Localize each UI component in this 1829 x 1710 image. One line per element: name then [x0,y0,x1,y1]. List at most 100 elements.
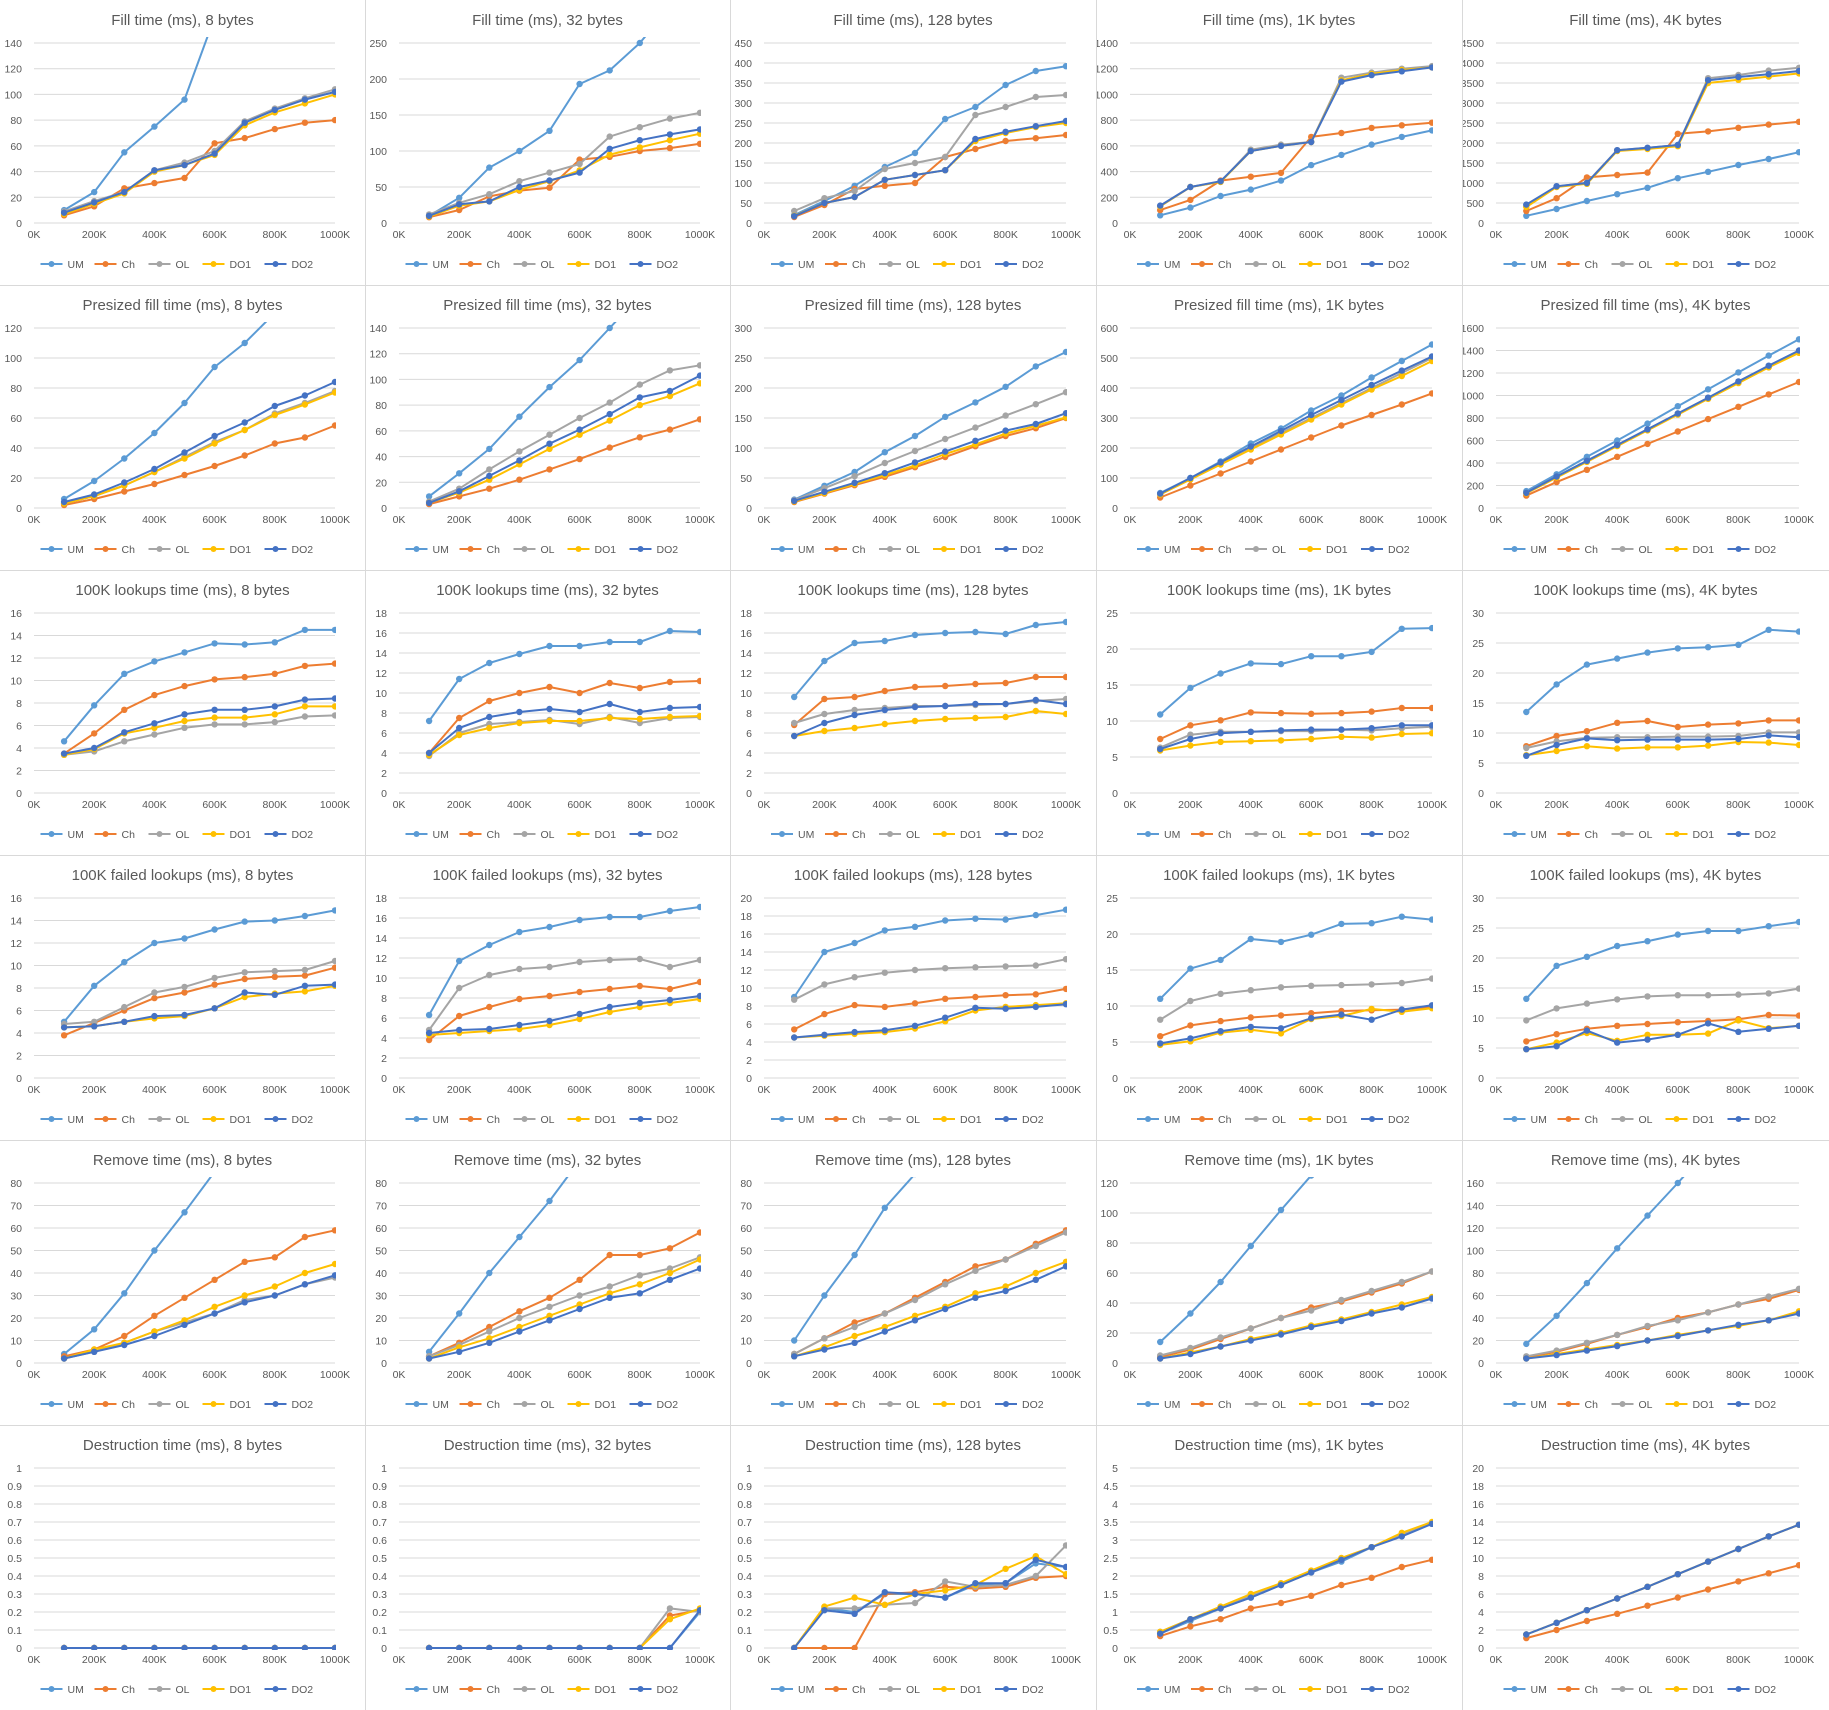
data-point-ol [851,1605,858,1612]
legend-marker [887,1401,893,1407]
data-point-um [1157,711,1164,718]
legend-item-do2: DO2 [995,1684,1044,1696]
legend-item-ol: OL [1245,1114,1286,1126]
data-point-do2 [301,1281,309,1288]
series-line-um [793,908,1067,998]
legend-label: OL [541,1114,555,1126]
data-point-um [606,638,613,646]
y-tick-label: 0.9 [737,1481,752,1493]
legend-item-ch: Ch [94,1399,135,1411]
data-point-do2 [1735,1028,1742,1035]
data-point-do2 [331,1644,336,1650]
legend-marker [1003,831,1009,837]
data-point-ch [972,993,979,1001]
data-point-do1 [666,713,674,721]
x-tick-label: 800K [993,1084,1018,1096]
y-tick-label: 0.7 [737,1517,752,1529]
data-point-um [881,449,888,456]
y-tick-label: 400 [1466,458,1484,470]
data-point-ch [1032,991,1039,998]
x-tick-label: 800K [628,1369,653,1381]
y-tick-label: 25 [1472,638,1484,650]
data-point-ol [911,1599,919,1607]
data-point-do2 [1308,411,1315,419]
data-point-do2 [666,996,674,1004]
x-tick-label: 0K [393,1369,406,1381]
series-line-ch [793,987,1067,1031]
data-point-do2 [1553,183,1560,190]
x-tick-label: 200K [82,1369,107,1381]
data-point-ch [1428,1556,1433,1563]
data-point-ch [1614,171,1621,179]
legend-item-um: UM [40,1399,84,1411]
data-point-ol [666,1605,674,1612]
legend-marker [156,1116,163,1122]
data-point-do2 [1583,1027,1591,1034]
x-tick-label: 0K [393,1654,406,1666]
series-line-do1 [794,1002,1067,1039]
data-point-do2 [1735,1321,1742,1328]
data-point-do2 [241,119,248,126]
data-point-ol [546,963,553,971]
y-tick-label: 0.3 [372,1589,387,1601]
legend-item-ol: OL [1245,544,1286,556]
data-point-do1 [181,455,188,462]
y-tick-label: 0.6 [372,1535,387,1547]
data-point-ch [1795,378,1800,386]
data-point-do2 [576,1010,583,1018]
y-tick-label: 0 [16,1358,22,1370]
data-point-do1 [881,1601,888,1608]
line-chart: Destruction time (ms), 32 bytes00.10.20.… [372,1437,715,1696]
legend-item-um: UM [771,829,814,841]
data-point-do2 [1217,1028,1224,1035]
legend-item-do2: DO2 [629,1114,678,1126]
y-tick-label: 18 [1472,1481,1484,1493]
legend-item-do1: DO1 [1665,1684,1714,1696]
legend-marker [1199,831,1205,837]
data-point-ch [1674,723,1681,731]
legend-item-ch: Ch [1557,544,1598,556]
data-point-do1 [241,714,248,721]
series-line-ol [1526,1287,1800,1358]
legend-label: DO1 [960,544,982,556]
legend-marker [1145,261,1151,267]
data-point-do2 [1217,730,1224,737]
y-tick-label: 20 [1472,1336,1484,1348]
legend-item-um: UM [1503,1114,1547,1126]
y-tick-label: 80 [10,383,22,395]
y-tick-label: 2000 [1462,138,1484,150]
y-tick-label: 4 [1478,1607,1484,1619]
legend-marker [833,1401,839,1407]
data-point-um [821,948,828,956]
data-point-um [1553,962,1560,969]
x-tick-label: 600K [1299,799,1324,811]
legend-label: DO1 [230,829,252,841]
data-point-um [696,903,701,911]
data-point-do2 [151,167,158,174]
data-point-do2 [576,169,583,176]
x-tick-label: 1000K [1784,229,1814,241]
y-tick-label: 80 [740,1178,752,1190]
data-point-ch [1765,1570,1772,1577]
data-point-ol [1032,401,1039,408]
line-chart: Fill time (ms), 4K bytes0500100015002000… [1462,12,1814,271]
x-tick-label: 200K [1544,514,1569,526]
data-point-do1 [851,1332,858,1340]
data-point-do2 [121,729,128,736]
data-point-um [576,80,583,88]
x-tick-label: 1000K [320,229,350,241]
data-point-um [181,399,188,407]
data-point-do1 [1032,1269,1039,1277]
x-tick-label: 1000K [1051,1654,1081,1666]
data-point-do2 [1398,367,1405,374]
legend-item-um: UM [40,544,84,556]
series-line-do1 [1525,351,1800,495]
data-point-ch [1674,1594,1681,1601]
legend-label: DO1 [960,1114,982,1126]
legend-label: OL [1639,1114,1653,1126]
legend-item-ol: OL [513,829,555,841]
legend-item-do1: DO1 [202,1399,251,1411]
data-point-do1 [211,440,218,447]
x-tick-label: 400K [142,799,167,811]
y-tick-label: 0 [1478,1073,1484,1085]
